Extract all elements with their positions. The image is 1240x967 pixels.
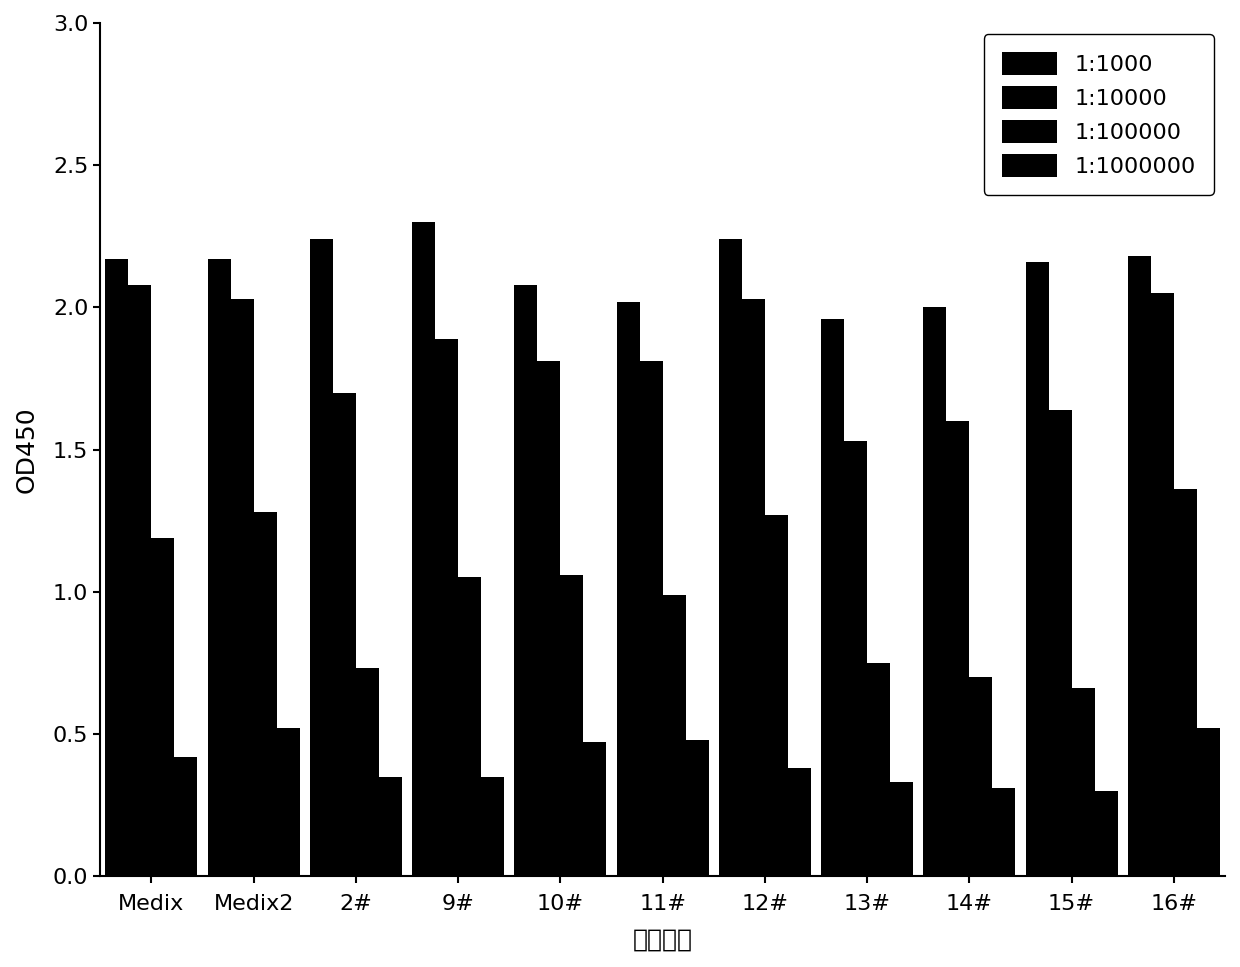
- Bar: [1049, 410, 1071, 876]
- Bar: [844, 441, 867, 876]
- Bar: [310, 239, 332, 876]
- Bar: [207, 259, 231, 876]
- Y-axis label: OD450: OD450: [15, 406, 38, 493]
- Bar: [277, 728, 300, 876]
- Bar: [946, 421, 970, 876]
- Bar: [765, 515, 787, 876]
- Legend: 1:1000, 1:10000, 1:100000, 1:1000000: 1:1000, 1:10000, 1:100000, 1:1000000: [983, 34, 1214, 194]
- Bar: [151, 538, 175, 876]
- Bar: [515, 284, 537, 876]
- Bar: [719, 239, 742, 876]
- Bar: [970, 677, 992, 876]
- Bar: [175, 756, 197, 876]
- Bar: [742, 299, 765, 876]
- Bar: [1197, 728, 1220, 876]
- X-axis label: 抗体编号: 抗体编号: [632, 928, 693, 952]
- Bar: [253, 513, 277, 876]
- Bar: [435, 338, 458, 876]
- Bar: [231, 299, 253, 876]
- Bar: [1095, 791, 1117, 876]
- Bar: [1151, 293, 1174, 876]
- Bar: [412, 222, 435, 876]
- Bar: [992, 788, 1016, 876]
- Bar: [662, 595, 686, 876]
- Bar: [787, 768, 811, 876]
- Bar: [128, 284, 151, 876]
- Bar: [1174, 489, 1197, 876]
- Bar: [1071, 689, 1095, 876]
- Bar: [686, 740, 708, 876]
- Bar: [583, 743, 606, 876]
- Bar: [1025, 262, 1049, 876]
- Bar: [890, 782, 913, 876]
- Bar: [560, 574, 583, 876]
- Bar: [924, 308, 946, 876]
- Bar: [458, 577, 481, 876]
- Bar: [1128, 256, 1151, 876]
- Bar: [821, 319, 844, 876]
- Bar: [332, 393, 356, 876]
- Bar: [640, 362, 662, 876]
- Bar: [105, 259, 128, 876]
- Bar: [537, 362, 560, 876]
- Bar: [616, 302, 640, 876]
- Bar: [481, 777, 505, 876]
- Bar: [379, 777, 402, 876]
- Bar: [867, 662, 890, 876]
- Bar: [356, 668, 379, 876]
